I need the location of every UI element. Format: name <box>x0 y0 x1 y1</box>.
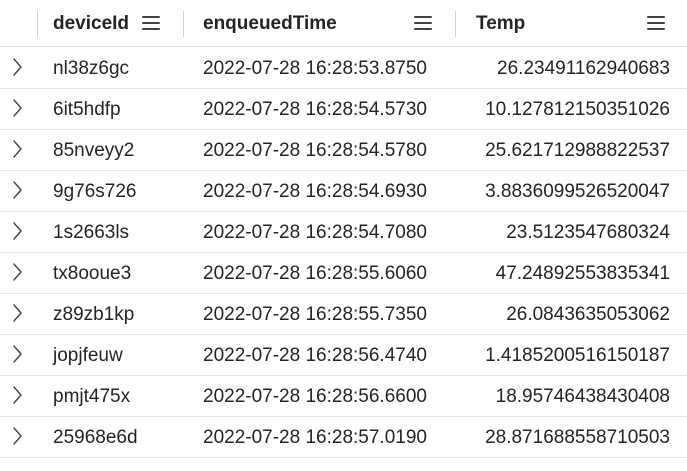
hamburger-menu-icon[interactable] <box>647 15 665 31</box>
cell-enqueuedtime: 2022-07-28 16:28:56.6600 <box>203 386 427 407</box>
column-header-deviceid[interactable]: deviceId <box>53 0 183 47</box>
column-header-temp[interactable]: Temp <box>476 0 687 47</box>
chevron-right-icon[interactable] <box>8 302 28 324</box>
cell-enqueuedtime: 2022-07-28 16:28:57.0190 <box>203 427 427 448</box>
table-row[interactable]: 1s2663ls 2022-07-28 16:28:54.7080 23.51235… <box>0 212 687 253</box>
cell-enqueuedtime: 2022-07-28 16:28:53.8750 <box>203 58 427 79</box>
cell-temp: 1.4185200516150187 <box>485 345 670 366</box>
chevron-right-icon[interactable] <box>8 179 28 201</box>
cell-deviceid: tx8ooue3 <box>53 263 132 284</box>
chevron-right-icon[interactable] <box>8 97 28 119</box>
cell-enqueuedtime: 2022-07-28 16:28:54.5730 <box>203 99 427 120</box>
table-row[interactable]: z89zb1kp 2022-07-28 16:28:55.7350 26.08436… <box>0 294 687 335</box>
cell-temp: 10.127812150351026 <box>485 99 670 120</box>
cell-deviceid: 25968e6d <box>53 427 138 448</box>
cell-temp: 26.23491162940683 <box>497 58 670 79</box>
cell-temp: 25.621712988822537 <box>485 140 670 161</box>
column-separator[interactable] <box>455 11 456 37</box>
column-header-label: enqueuedTime <box>203 12 337 34</box>
cell-deviceid: 85nveyy2 <box>53 140 135 161</box>
table-row[interactable]: pmjt475x 2022-07-28 16:28:56.6600 18.95746… <box>0 376 687 417</box>
chevron-right-icon[interactable] <box>8 384 28 406</box>
chevron-right-icon[interactable] <box>8 220 28 242</box>
cell-deviceid: 9g76s726 <box>53 181 137 202</box>
table-row[interactable]: jopjfeuw 2022-07-28 16:28:56.4740 1.418520… <box>0 335 687 376</box>
column-header-label: deviceId <box>53 12 130 34</box>
column-separator[interactable] <box>183 11 184 37</box>
cell-temp: 28.871688558710503 <box>485 427 670 448</box>
hamburger-menu-icon[interactable] <box>414 15 432 31</box>
chevron-right-icon[interactable] <box>8 261 28 283</box>
cell-temp: 47.24892553835341 <box>495 263 670 284</box>
cell-deviceid: 6it5hdfp <box>53 99 121 120</box>
table-row[interactable]: 85nveyy2 2022-07-28 16:28:54.5780 25.62171… <box>0 130 687 171</box>
table-row[interactable]: 25968e6d 2022-07-28 16:28:57.0190 28.87168… <box>0 417 687 458</box>
table-row[interactable]: tx8ooue3 2022-07-28 16:28:55.6060 47.24892… <box>0 253 687 294</box>
hamburger-menu-icon[interactable] <box>142 15 160 31</box>
cell-deviceid: 1s2663ls <box>53 222 130 243</box>
column-header-enqueuedtime[interactable]: enqueuedTime <box>203 0 455 47</box>
cell-enqueuedtime: 2022-07-28 16:28:55.6060 <box>203 263 427 284</box>
cell-temp: 23.5123547680324 <box>506 222 670 243</box>
chevron-right-icon[interactable] <box>8 56 28 78</box>
cell-deviceid: jopjfeuw <box>53 345 123 366</box>
cell-enqueuedtime: 2022-07-28 16:28:54.6930 <box>203 181 427 202</box>
chevron-right-icon[interactable] <box>8 425 28 447</box>
cell-deviceid: nl38z6gc <box>53 58 130 79</box>
cell-enqueuedtime: 2022-07-28 16:28:56.4740 <box>203 345 427 366</box>
cell-enqueuedtime: 2022-07-28 16:28:54.5780 <box>203 140 427 161</box>
table-row[interactable]: 9g76s726 2022-07-28 16:28:54.6930 3.883609… <box>0 171 687 212</box>
chevron-right-icon[interactable] <box>8 343 28 365</box>
column-header-label: Temp <box>476 12 526 34</box>
cell-temp: 3.8836099526520047 <box>485 181 670 202</box>
column-separator[interactable] <box>37 11 38 37</box>
chevron-right-icon[interactable] <box>8 138 28 160</box>
cell-enqueuedtime: 2022-07-28 16:28:54.7080 <box>203 222 427 243</box>
cell-temp: 26.0843635053062 <box>506 304 670 325</box>
table-row[interactable]: 6it5hdfp 2022-07-28 16:28:54.5730 10.12781… <box>0 89 687 130</box>
cell-deviceid: pmjt475x <box>53 386 131 407</box>
cell-enqueuedtime: 2022-07-28 16:28:55.7350 <box>203 304 427 325</box>
cell-temp: 18.95746438430408 <box>495 386 670 407</box>
table-row[interactable]: nl38z6gc 2022-07-28 16:28:53.8750 26.23491… <box>0 48 687 89</box>
cell-deviceid: z89zb1kp <box>53 304 135 325</box>
grid-header: deviceId enqueuedTime Temp <box>0 0 687 47</box>
